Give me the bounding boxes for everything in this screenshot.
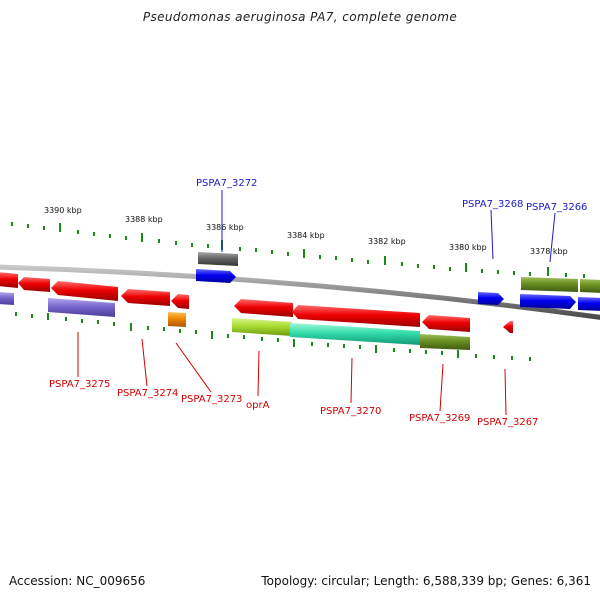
scale-label-3382: 3382 kbp [368, 237, 406, 246]
scale-label-3380: 3380 kbp [449, 243, 487, 252]
gene-label-psp7-3272[interactable]: PSPA7_3272 [196, 178, 257, 189]
forward-strand-genes [0, 252, 600, 350]
gene-forward-purple-1[interactable] [48, 298, 115, 317]
gene-reverse-red-8[interactable] [503, 321, 513, 333]
gene-label-psp7-3275[interactable]: PSPA7_3275 [49, 379, 110, 390]
gene-forward-lime[interactable] [232, 318, 292, 336]
gene-forward-olive-2[interactable] [580, 279, 600, 293]
gene-label-psp7-3273[interactable]: PSPA7_3273 [181, 394, 242, 405]
scale-label-3386: 3386 kbp [206, 223, 244, 232]
gene-reverse-red-2[interactable] [51, 281, 118, 301]
bottom-gene-labels: PSPA7_3275 PSPA7_3274 PSPA7_3273 oprA PS… [49, 379, 538, 428]
gene-label-psp7-3266[interactable]: PSPA7_3266 [526, 202, 587, 213]
gene-reverse-red-3[interactable] [121, 289, 170, 306]
gene-label-psp7-3268[interactable]: PSPA7_3268 [462, 199, 523, 210]
accession-text: Accession: NC_009656 [9, 574, 146, 588]
inner-scale-ticks [15, 312, 531, 361]
gene-label-psp7-3274[interactable]: PSPA7_3274 [117, 388, 178, 399]
gene-forward-orange[interactable] [168, 312, 186, 327]
scale-label-3378: 3378 kbp [530, 247, 568, 256]
gene-psp7-3268[interactable] [478, 292, 504, 305]
gene-reverse-red-7[interactable] [422, 315, 470, 332]
scale-label-3384: 3384 kbp [287, 231, 325, 240]
scale-label-3388: 3388 kbp [125, 215, 163, 224]
gene-label-psp7-3267[interactable]: PSPA7_3267 [477, 417, 538, 428]
scale-label-3390: 3390 kbp [44, 206, 82, 215]
reverse-strand-genes [0, 272, 513, 333]
gene-label-opra[interactable]: oprA [246, 400, 270, 411]
gene-label-psp7-3270[interactable]: PSPA7_3270 [320, 406, 381, 417]
gene-forward-blue-1[interactable] [196, 269, 236, 283]
gene-forward-teal[interactable] [290, 323, 420, 345]
scale-labels: 3390 kbp 3388 kbp 3386 kbp 3384 kbp 3382… [44, 206, 568, 256]
gene-reverse-red-0[interactable] [0, 272, 18, 288]
genome-backbone [0, 264, 600, 320]
gene-forward-blue-right[interactable] [578, 297, 600, 311]
bottom-leader-lines [77, 332, 507, 416]
gene-reverse-red-1[interactable] [18, 277, 50, 292]
gene-reverse-red-4[interactable] [171, 294, 189, 309]
top-leader-lines [221, 190, 556, 263]
gene-forward-purple-left[interactable] [0, 292, 14, 305]
map-title: Pseudomonas aeruginosa PA7, complete gen… [142, 10, 458, 24]
gene-psp7-3266-olive[interactable] [521, 277, 578, 292]
outer-scale-ticks [11, 222, 585, 278]
top-gene-labels: PSPA7_3272 PSPA7_3268 PSPA7_3266 [196, 178, 587, 213]
gene-label-psp7-3269[interactable]: PSPA7_3269 [409, 413, 470, 424]
gene-psp7-3266-blue[interactable] [520, 294, 576, 309]
gene-forward-olive-1[interactable] [420, 334, 470, 350]
genome-summary-text: Topology: circular; Length: 6,588,339 bp… [261, 574, 591, 588]
gene-reverse-red-5[interactable] [234, 299, 293, 317]
gene-reverse-red-6[interactable] [292, 305, 420, 327]
gene-psp7-3272[interactable] [198, 252, 238, 266]
